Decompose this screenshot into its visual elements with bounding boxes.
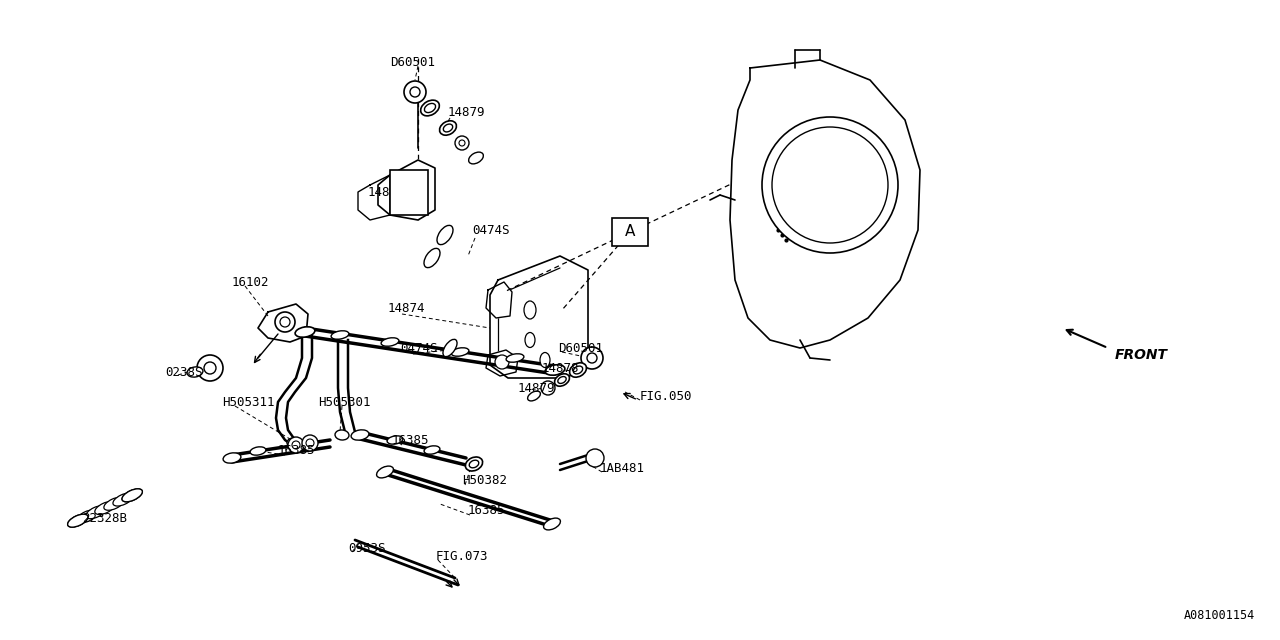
Text: H505311: H505311 [221,396,274,408]
Text: FIG.050: FIG.050 [640,390,692,403]
Ellipse shape [540,353,550,367]
Circle shape [292,441,300,449]
Ellipse shape [95,502,115,515]
Ellipse shape [122,489,142,502]
Circle shape [204,362,216,374]
Polygon shape [358,175,390,220]
Ellipse shape [223,453,241,463]
Ellipse shape [424,446,440,454]
Ellipse shape [506,354,524,362]
Ellipse shape [399,177,416,199]
Ellipse shape [187,367,204,377]
Ellipse shape [466,457,483,471]
Text: D60501: D60501 [390,56,435,68]
Ellipse shape [421,100,439,116]
Text: 0474S: 0474S [472,223,509,237]
Ellipse shape [439,121,457,135]
Ellipse shape [443,339,457,356]
Circle shape [772,127,888,243]
Text: 16102: 16102 [232,275,270,289]
Text: 14878: 14878 [369,186,406,198]
Ellipse shape [68,514,88,527]
Polygon shape [259,304,308,342]
Text: 14879: 14879 [518,381,556,394]
Text: 0953S: 0953S [348,541,385,554]
Text: 14879: 14879 [448,106,485,118]
Ellipse shape [570,363,586,377]
Ellipse shape [335,430,349,440]
Text: 0238S: 0238S [165,365,202,378]
Ellipse shape [387,436,403,444]
Text: 16385: 16385 [392,433,430,447]
Text: A081001154: A081001154 [1184,609,1254,622]
Ellipse shape [524,301,536,319]
Polygon shape [730,60,920,348]
Text: D60501: D60501 [558,342,603,355]
Text: FRONT: FRONT [1115,348,1169,362]
Text: 22328B: 22328B [82,511,127,525]
Ellipse shape [468,152,484,164]
Ellipse shape [351,430,369,440]
Ellipse shape [525,333,535,348]
Text: 14878: 14878 [541,362,580,374]
Circle shape [302,435,317,451]
Circle shape [404,81,426,103]
Circle shape [762,117,899,253]
Circle shape [541,381,556,395]
Ellipse shape [332,331,349,339]
Ellipse shape [287,438,301,448]
Text: A: A [625,225,635,239]
Circle shape [460,140,465,146]
Circle shape [288,437,305,453]
Circle shape [280,317,291,327]
Ellipse shape [86,506,106,518]
Ellipse shape [250,447,266,455]
Ellipse shape [113,493,133,506]
Polygon shape [378,160,435,220]
Ellipse shape [436,225,453,244]
Ellipse shape [544,518,561,530]
Ellipse shape [545,365,564,375]
Text: 16385: 16385 [278,444,315,456]
Text: H505301: H505301 [317,396,370,408]
Ellipse shape [296,327,315,337]
Ellipse shape [573,366,582,374]
Ellipse shape [443,124,453,132]
Text: 0474S: 0474S [399,342,438,355]
Ellipse shape [451,348,468,356]
Circle shape [588,353,596,363]
Ellipse shape [122,489,142,502]
Circle shape [495,355,509,369]
Ellipse shape [68,514,88,527]
Text: 14874: 14874 [388,301,425,314]
Ellipse shape [381,338,399,346]
Ellipse shape [376,466,393,478]
Text: FIG.073: FIG.073 [436,550,489,563]
Ellipse shape [104,497,124,510]
Polygon shape [486,282,512,318]
Ellipse shape [425,104,435,113]
Ellipse shape [470,460,479,468]
Circle shape [454,136,468,150]
Polygon shape [490,256,588,378]
Circle shape [275,312,294,332]
Ellipse shape [77,510,97,523]
Circle shape [410,87,420,97]
Bar [390,170,428,215]
Ellipse shape [558,376,566,383]
Text: 1AB481: 1AB481 [600,461,645,474]
Circle shape [586,449,604,467]
Polygon shape [486,350,518,376]
Circle shape [197,355,223,381]
Circle shape [306,439,314,447]
Text: H50382: H50382 [462,474,507,486]
Circle shape [581,347,603,369]
Ellipse shape [527,391,540,401]
FancyBboxPatch shape [612,218,648,246]
Ellipse shape [424,248,440,268]
Ellipse shape [554,374,570,386]
Text: 16385: 16385 [468,504,506,516]
